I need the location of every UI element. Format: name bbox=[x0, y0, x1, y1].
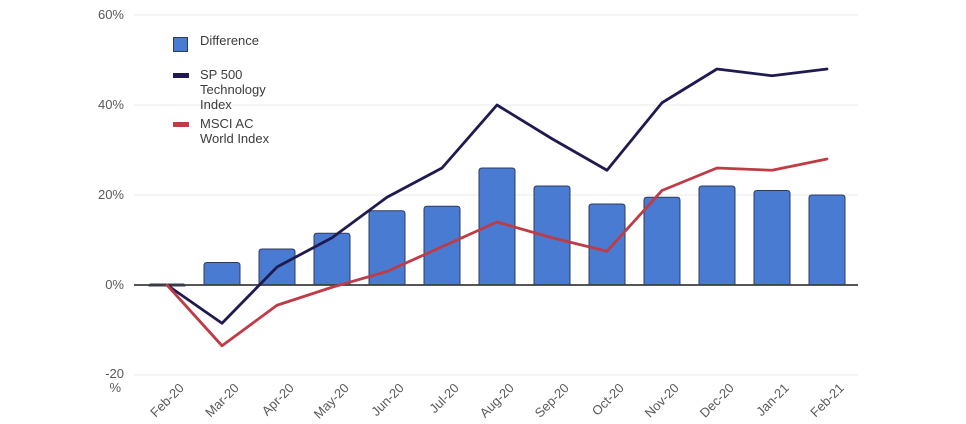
legend-label-msci-line1: MSCI AC bbox=[200, 116, 254, 131]
bar-Mar-20 bbox=[203, 262, 241, 286]
y-axis-label--20: -20% bbox=[105, 366, 124, 395]
legend-item-msci-ac-world-index: MSCI AC World Index bbox=[173, 116, 269, 146]
bar-Dec-20 bbox=[698, 185, 736, 286]
legend-label-difference: Difference bbox=[200, 33, 260, 48]
legend-item-sp500-technology-index: SP 500 Technology Index bbox=[173, 67, 269, 112]
y-axis-label-20: 20% bbox=[97, 187, 124, 202]
bar-May-20 bbox=[313, 232, 351, 286]
legend-label-sp500-line2: Technology bbox=[200, 82, 266, 97]
legend-item-difference: Difference bbox=[173, 33, 269, 52]
chart-legend: Difference SP 500 Technology Index MSCI … bbox=[173, 33, 269, 146]
sp-500-technology-index-line bbox=[165, 67, 829, 325]
legend-label-sp500-line1: SP 500 bbox=[200, 67, 243, 82]
y-axis-label-0: 0% bbox=[105, 277, 124, 292]
y-axis-label-40: 40% bbox=[97, 97, 124, 112]
bar-Aug-20 bbox=[478, 167, 516, 286]
sp500-line-swatch-icon bbox=[173, 73, 189, 78]
bar-Jan-21 bbox=[753, 190, 791, 286]
bar-Nov-20 bbox=[643, 196, 681, 286]
bar-Sep-20 bbox=[533, 185, 571, 286]
msci-line-swatch-icon bbox=[173, 122, 189, 127]
bar-Feb-21 bbox=[808, 194, 846, 286]
y-axis-label-60: 60% bbox=[97, 7, 124, 22]
bar-Oct-20 bbox=[588, 203, 626, 286]
difference-swatch-icon bbox=[173, 37, 188, 52]
msci-ac-world-index-line bbox=[165, 157, 829, 348]
legend-label-sp500-line3: Index bbox=[200, 97, 232, 112]
legend-label-msci-line2: World Index bbox=[200, 131, 270, 146]
